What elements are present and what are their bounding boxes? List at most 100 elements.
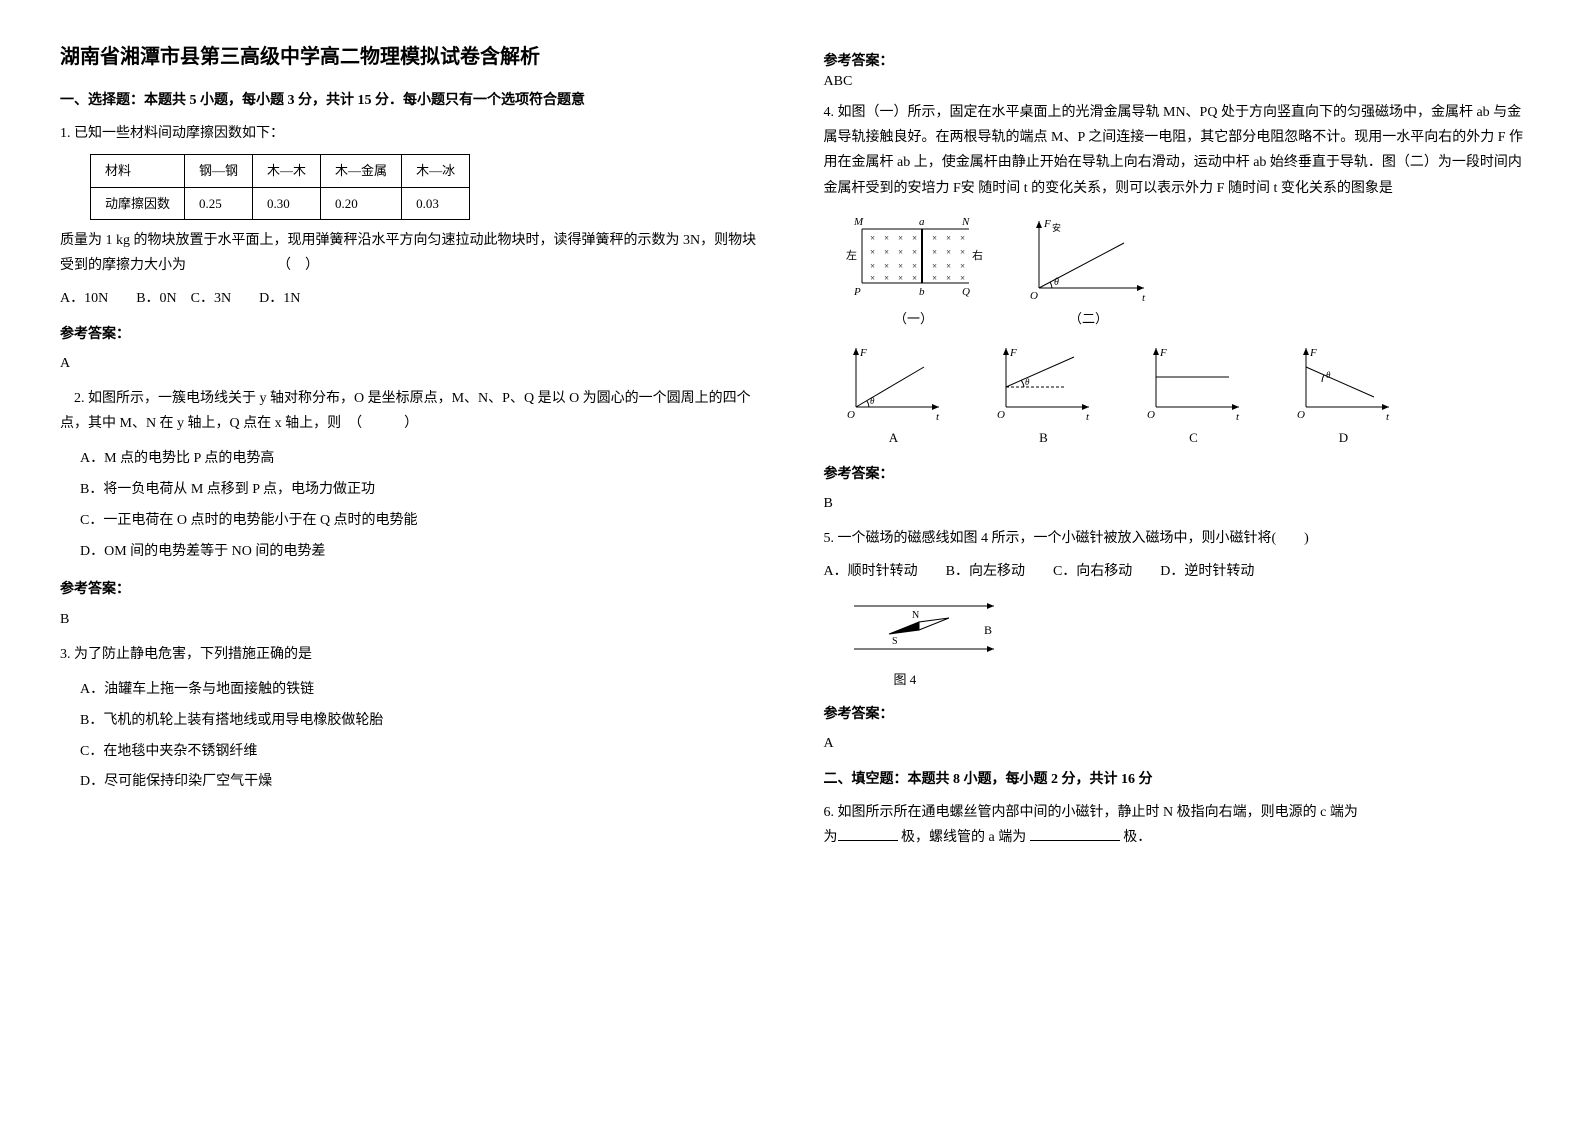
svg-text:t: t (1236, 411, 1240, 422)
table-cell: 木—金属 (321, 155, 402, 187)
graph-c-icon: F t O (1144, 342, 1244, 422)
q2-stem: 2. 如图所示，一簇电场线关于 y 轴对称分布，O 是坐标原点，M、N、P、Q … (60, 386, 764, 436)
question-2: 2. 如图所示，一簇电场线关于 y 轴对称分布，O 是坐标原点，M、N、P、Q … (60, 386, 764, 632)
q2-answer: B (60, 607, 764, 632)
q1-answer-label: 参考答案： (60, 322, 764, 347)
svg-text:×: × (870, 233, 875, 243)
svg-text:×: × (884, 273, 889, 283)
q4-figure-2: F 安 t O θ （二） (1024, 213, 1154, 330)
svg-text:F: F (1043, 218, 1051, 230)
q4-answer: B (824, 491, 1528, 516)
svg-text:S: S (892, 636, 898, 647)
svg-text:N: N (912, 610, 919, 621)
svg-text:×: × (946, 233, 951, 243)
svg-text:×: × (898, 261, 903, 271)
question-3: 3. 为了防止静电危害，下列措施正确的是 A．油罐车上拖一条与地面接触的铁链 B… (60, 642, 764, 798)
table-cell: 材料 (91, 155, 185, 187)
svg-text:θ: θ (1326, 370, 1331, 380)
q4-option-graphs: F t O θ A F t O (844, 342, 1528, 449)
q1-options: A．10N B．0N C．3N D．1N (60, 286, 764, 311)
q6-stem-1: 6. 如图所示所在通电螺丝管内部中间的小磁针，静止时 N 极指向右端，则电源的 … (824, 805, 1358, 820)
question-1: 1. 已知一些材料间动摩擦因数如下： 材料 钢—钢 木—木 木—金属 木—冰 动… (60, 121, 764, 376)
svg-text:×: × (932, 233, 937, 243)
svg-text:B: B (984, 623, 992, 637)
q4-stem: 4. 如图（一）所示，固定在水平桌面上的光滑金属导轨 MN、PQ 处于方向竖直向… (824, 100, 1528, 201)
q6-blank-1 (838, 827, 898, 841)
q4-graph-c: F t O C (1144, 342, 1244, 449)
q5-options: A．顺时针转动 B．向左移动 C．向右移动 D．逆时针转动 (824, 559, 1528, 584)
table-cell: 0.25 (185, 187, 253, 219)
q6-stem-3: 极． (1123, 830, 1151, 845)
svg-text:×: × (946, 261, 951, 271)
q3-answer: ABC (824, 74, 1528, 90)
q3-answer-label: 参考答案： (824, 50, 1528, 70)
q3-option-d: D．尽可能保持印染厂空气干燥 (80, 767, 764, 798)
svg-text:×: × (912, 261, 917, 271)
svg-text:t: t (1142, 292, 1146, 303)
q2-option-d: D．OM 间的电势差等于 NO 间的电势差 (80, 537, 764, 568)
svg-text:×: × (932, 247, 937, 257)
q4-figure-1: M a N 左 右 ××××××× ××××××× ××××××× ××××××… (844, 213, 984, 330)
table-cell: 木—冰 (402, 155, 470, 187)
q6-blank-2 (1030, 827, 1120, 841)
q4-fig2-caption: （二） (1024, 307, 1154, 330)
svg-text:×: × (884, 261, 889, 271)
svg-text:θ: θ (1054, 277, 1059, 288)
table-cell: 0.03 (402, 187, 470, 219)
graph-a-icon: F t O θ (844, 342, 944, 422)
q4-graph-b: F t O θ B (994, 342, 1094, 449)
q5-stem: 5. 一个磁场的磁感线如图 4 所示，一个小磁针被放入磁场中，则小磁针将( ) (824, 526, 1528, 551)
svg-text:O: O (1030, 290, 1038, 302)
q1-body: 质量为 1 kg 的物块放置于水平面上，现用弹簧秤沿水平方向匀速拉动此物块时，读… (60, 228, 764, 278)
page-title: 湖南省湘潭市县第三高级中学高二物理模拟试卷含解析 (60, 40, 764, 69)
svg-text:左: 左 (846, 249, 857, 262)
section-2-header: 二、填空题：本题共 8 小题，每小题 2 分，共计 16 分 (824, 768, 1528, 788)
f-t-graph-icon: F 安 t O θ (1024, 213, 1154, 303)
q4-fig1-caption: （一） (844, 307, 984, 330)
svg-text:O: O (997, 409, 1005, 421)
q4-graph-a: F t O θ A (844, 342, 944, 449)
svg-text:O: O (1297, 409, 1305, 421)
svg-text:×: × (884, 247, 889, 257)
table-cell: 动摩擦因数 (91, 187, 185, 219)
graph-b-icon: F t O θ (994, 342, 1094, 422)
svg-text:F: F (1159, 347, 1167, 359)
q1-answer: A (60, 351, 764, 376)
svg-text:×: × (912, 233, 917, 243)
table-cell: 木—木 (253, 155, 321, 187)
svg-text:a: a (919, 216, 925, 228)
svg-text:×: × (932, 273, 937, 283)
q3-option-b: B．飞机的机轮上装有搭地线或用导电橡胶做轮胎 (80, 706, 764, 737)
svg-text:×: × (912, 247, 917, 257)
rail-diagram-icon: M a N 左 右 ××××××× ××××××× ××××××× ××××××… (844, 213, 984, 303)
right-column: 参考答案： ABC 4. 如图（一）所示，固定在水平桌面上的光滑金属导轨 MN、… (824, 40, 1528, 1082)
svg-text:θ: θ (1025, 377, 1030, 387)
svg-text:×: × (898, 233, 903, 243)
table-cell: 0.30 (253, 187, 321, 219)
q1-stem: 1. 已知一些材料间动摩擦因数如下： (60, 121, 764, 146)
svg-text:t: t (1386, 411, 1390, 422)
svg-text:×: × (946, 273, 951, 283)
q2-option-b: B．将一负电荷从 M 点移到 P 点，电场力做正功 (80, 475, 764, 506)
question-4: 4. 如图（一）所示，固定在水平桌面上的光滑金属导轨 MN、PQ 处于方向竖直向… (824, 100, 1528, 516)
q5-answer: A (824, 731, 1528, 756)
svg-text:b: b (919, 286, 925, 298)
q5-figure: N S B 图 4 (844, 594, 1528, 691)
table-row: 动摩擦因数 0.25 0.30 0.20 0.03 (91, 187, 470, 219)
svg-text:O: O (1147, 409, 1155, 421)
question-5: 5. 一个磁场的磁感线如图 4 所示，一个小磁针被放入磁场中，则小磁针将( ) … (824, 526, 1528, 756)
svg-text:×: × (870, 261, 875, 271)
q1-material-table: 材料 钢—钢 木—木 木—金属 木—冰 动摩擦因数 0.25 0.30 0.20… (90, 154, 470, 220)
svg-text:×: × (912, 273, 917, 283)
q4-opt-a-label: A (844, 426, 944, 449)
svg-text:×: × (870, 273, 875, 283)
graph-d-icon: F t O θ (1294, 342, 1394, 422)
svg-text:×: × (960, 273, 965, 283)
q4-opt-d-label: D (1294, 426, 1394, 449)
q3-stem: 3. 为了防止静电危害，下列措施正确的是 (60, 642, 764, 667)
section-1-header: 一、选择题：本题共 5 小题，每小题 3 分，共计 15 分．每小题只有一个选项… (60, 89, 764, 109)
question-6: 6. 如图所示所在通电螺丝管内部中间的小磁针，静止时 N 极指向右端，则电源的 … (824, 800, 1528, 850)
svg-text:安: 安 (1052, 222, 1061, 233)
svg-text:t: t (936, 411, 940, 422)
q4-answer-label: 参考答案： (824, 462, 1528, 487)
